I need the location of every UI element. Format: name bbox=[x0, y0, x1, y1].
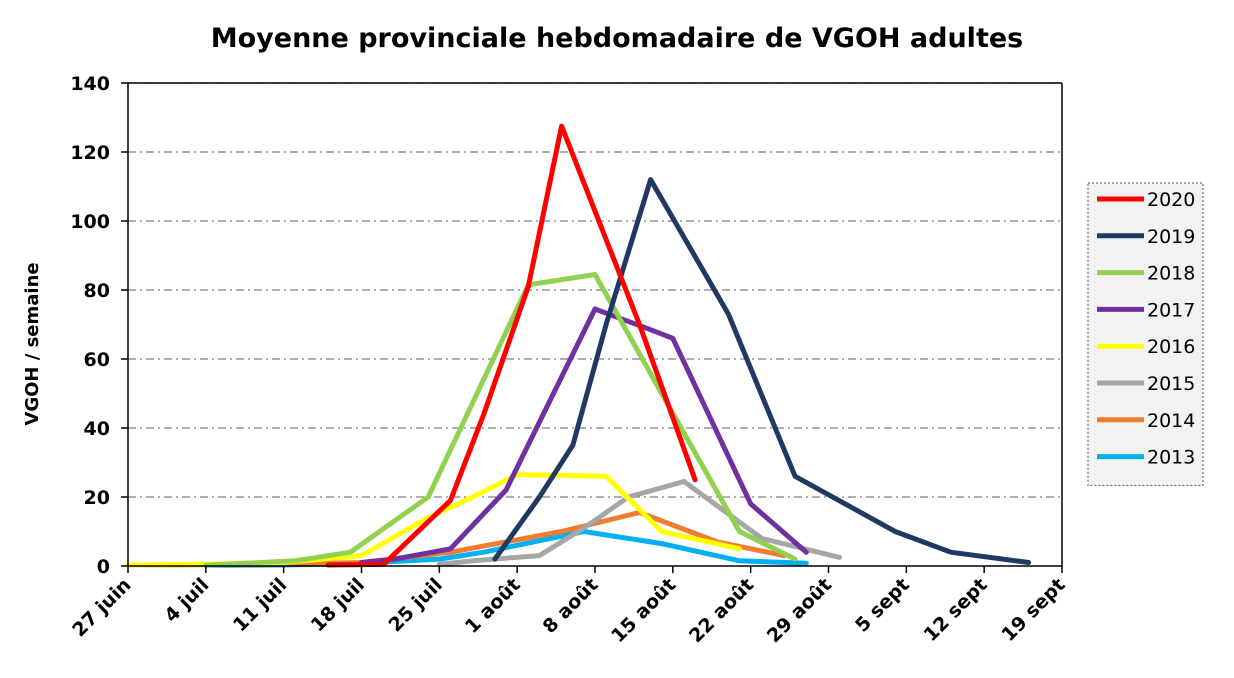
y-tick-label-0: 0 bbox=[97, 556, 110, 578]
series-lines bbox=[125, 123, 1032, 568]
y-tick-label-20: 20 bbox=[84, 487, 110, 509]
x-tick-label-8: 22 août bbox=[685, 574, 758, 647]
x-tick-label-7: 15 août bbox=[607, 574, 680, 647]
legend-label-2015: 2015 bbox=[1147, 373, 1195, 395]
x-tick-label-12: 19 sept bbox=[997, 574, 1069, 646]
x-tick-label-2: 11 juil bbox=[229, 574, 291, 636]
x-tick-label-4: 25 juil bbox=[385, 574, 447, 636]
x-tick-label-5: 1 août bbox=[461, 574, 525, 638]
legend-label-2014: 2014 bbox=[1147, 410, 1195, 432]
series-2020-line bbox=[325, 123, 698, 568]
series-2017-line bbox=[359, 306, 809, 565]
x-tick-label-9: 29 août bbox=[763, 574, 836, 647]
series-2019-line bbox=[492, 177, 1032, 565]
x-tick-labels: 27 juin 4 juil 11 juil 18 juil 25 juil 1 août… bbox=[68, 574, 1069, 647]
y-tick-label-40: 40 bbox=[84, 418, 110, 440]
y-tick-labels: 0 20 40 60 80 100 120 140 bbox=[70, 73, 110, 578]
y-tick-label-60: 60 bbox=[84, 349, 110, 371]
x-tick-label-10: 5 sept bbox=[851, 574, 914, 637]
x-tick-label-3: 18 juil bbox=[307, 574, 369, 636]
y-tick-label-100: 100 bbox=[70, 211, 110, 233]
legend-label-2016: 2016 bbox=[1147, 336, 1195, 358]
series-2015-line bbox=[436, 479, 843, 567]
legend-label-2019: 2019 bbox=[1147, 226, 1195, 248]
chart-title: Moyenne provinciale hebdomadaire de VGOH… bbox=[211, 23, 1023, 54]
axes bbox=[121, 82, 1063, 573]
legend-label-2020: 2020 bbox=[1147, 189, 1195, 211]
legend-label-2013: 2013 bbox=[1147, 447, 1195, 469]
y-axis-title: VGOH / semaine bbox=[22, 262, 43, 425]
legend-label-2018: 2018 bbox=[1147, 263, 1195, 285]
legend-label-2017: 2017 bbox=[1147, 299, 1195, 321]
legend: 2020 2019 2018 2017 2016 2015 2014 2013 bbox=[1087, 182, 1204, 486]
x-tick-label-6: 8 août bbox=[539, 574, 603, 638]
x-tick-label-0: 27 juin bbox=[68, 574, 135, 641]
y-tick-label-80: 80 bbox=[84, 280, 110, 302]
y-tick-label-140: 140 bbox=[70, 73, 110, 95]
x-tick-label-1: 4 juil bbox=[160, 574, 213, 627]
y-tick-label-120: 120 bbox=[70, 142, 110, 164]
plot-area bbox=[128, 83, 1062, 566]
x-tick-label-11: 12 sept bbox=[920, 574, 992, 646]
